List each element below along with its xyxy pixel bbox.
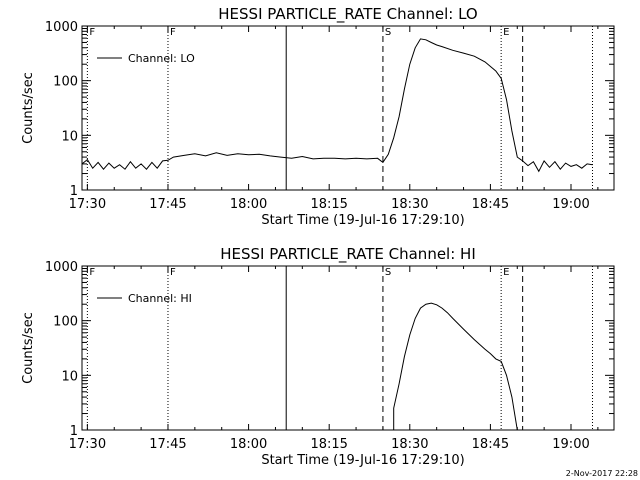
y-tick-label: 100 (53, 75, 78, 90)
panel-hi: HESSI PARTICLE_RATE Channel: HI 17:30 17:4… (21, 245, 615, 468)
y-tick-label: 10 (61, 369, 78, 384)
x-tick-label: 17:45 (149, 437, 186, 452)
x-tick-label: 18:15 (310, 197, 347, 212)
event-marker-label: F (89, 27, 95, 38)
plot-frame (81, 265, 615, 431)
y-tick-label: 1 (70, 424, 78, 439)
x-tick-label: 18:00 (230, 197, 267, 212)
x-tick-label: 19:00 (552, 197, 589, 212)
y-tick-label: 100 (53, 315, 78, 330)
event-marker-label: E (503, 27, 509, 38)
series-line-0 (393, 302, 518, 430)
x-tick-label: 17:45 (149, 197, 186, 212)
y-tick-label: 1000 (45, 20, 78, 35)
x-tick-label: 18:30 (391, 437, 428, 452)
x-axis-label: Start Time (19-Jul-16 17:29:10) (261, 213, 464, 228)
panel-lo: HESSI PARTICLE_RATE Channel: LO 17:30 17:4… (21, 5, 615, 228)
event-marker-label: F (170, 27, 176, 38)
x-tick-label: 17:30 (69, 437, 106, 452)
x-tick-label: 18:15 (310, 437, 347, 452)
series-line-0 (82, 38, 593, 173)
x-tick-label: 18:00 (230, 437, 267, 452)
legend-entry: Channel: HI (128, 292, 192, 305)
y-tick-label: 1 (70, 184, 78, 199)
event-marker-label: F (170, 267, 176, 278)
y-tick-label: 10 (61, 129, 78, 144)
chart-title: HESSI PARTICLE_RATE Channel: HI (220, 245, 476, 264)
x-tick-label: 17:30 (69, 197, 106, 212)
x-tick-label: 18:45 (472, 197, 509, 212)
chart-title: HESSI PARTICLE_RATE Channel: LO (218, 5, 477, 24)
x-axis-label: Start Time (19-Jul-16 17:29:10) (261, 453, 464, 468)
event-marker-label: S (385, 27, 391, 38)
x-tick-label: 18:30 (391, 197, 428, 212)
x-tick-label: 19:00 (552, 437, 589, 452)
y-axis-label: Counts/sec (21, 72, 36, 144)
y-tick-label: 1000 (45, 260, 78, 275)
legend-entry: Channel: LO (128, 52, 195, 65)
plot-frame (81, 25, 615, 191)
event-marker-label: S (385, 267, 391, 278)
y-axis-label: Counts/sec (21, 312, 36, 384)
event-marker-label: E (503, 267, 509, 278)
x-tick-label: 18:45 (472, 437, 509, 452)
event-marker-label: F (89, 267, 95, 278)
date-stamp: 2-Nov-2017 22:28 (565, 469, 638, 478)
